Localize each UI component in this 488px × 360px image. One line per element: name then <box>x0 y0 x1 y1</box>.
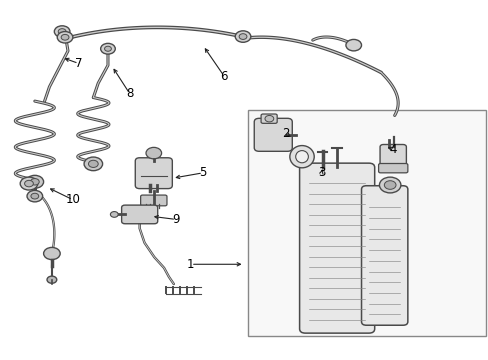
Circle shape <box>101 43 115 54</box>
Circle shape <box>24 180 33 187</box>
Text: 6: 6 <box>220 69 227 82</box>
Text: 4: 4 <box>388 143 396 156</box>
FancyBboxPatch shape <box>299 163 374 333</box>
Circle shape <box>379 177 400 193</box>
FancyBboxPatch shape <box>254 118 292 151</box>
Circle shape <box>27 190 42 202</box>
FancyBboxPatch shape <box>135 158 172 189</box>
Text: 1: 1 <box>187 258 194 271</box>
Text: 8: 8 <box>126 87 133 100</box>
Circle shape <box>54 26 70 37</box>
FancyBboxPatch shape <box>378 163 407 173</box>
Circle shape <box>239 34 246 40</box>
Text: 7: 7 <box>75 57 82 70</box>
Circle shape <box>88 160 98 167</box>
Circle shape <box>43 247 60 260</box>
Circle shape <box>104 46 111 51</box>
Circle shape <box>264 116 273 122</box>
Text: 3: 3 <box>317 166 325 179</box>
Circle shape <box>384 181 395 189</box>
Circle shape <box>58 29 66 35</box>
Circle shape <box>30 179 39 185</box>
Circle shape <box>235 31 250 42</box>
Text: 2: 2 <box>282 127 289 140</box>
FancyBboxPatch shape <box>141 195 166 206</box>
FancyBboxPatch shape <box>361 186 407 325</box>
Circle shape <box>345 40 361 51</box>
Circle shape <box>57 32 73 43</box>
Text: 9: 9 <box>172 213 180 226</box>
Bar <box>248 110 485 336</box>
FancyBboxPatch shape <box>261 114 277 123</box>
Ellipse shape <box>295 150 308 163</box>
Circle shape <box>61 35 69 40</box>
Circle shape <box>84 157 102 171</box>
FancyBboxPatch shape <box>379 144 406 168</box>
Text: 10: 10 <box>65 193 80 206</box>
Circle shape <box>146 147 161 159</box>
Circle shape <box>31 193 39 199</box>
FancyBboxPatch shape <box>122 205 158 224</box>
Ellipse shape <box>289 145 314 168</box>
Circle shape <box>110 212 118 217</box>
Circle shape <box>20 177 38 190</box>
Text: 5: 5 <box>199 166 206 179</box>
Circle shape <box>47 276 57 283</box>
Circle shape <box>26 175 43 188</box>
